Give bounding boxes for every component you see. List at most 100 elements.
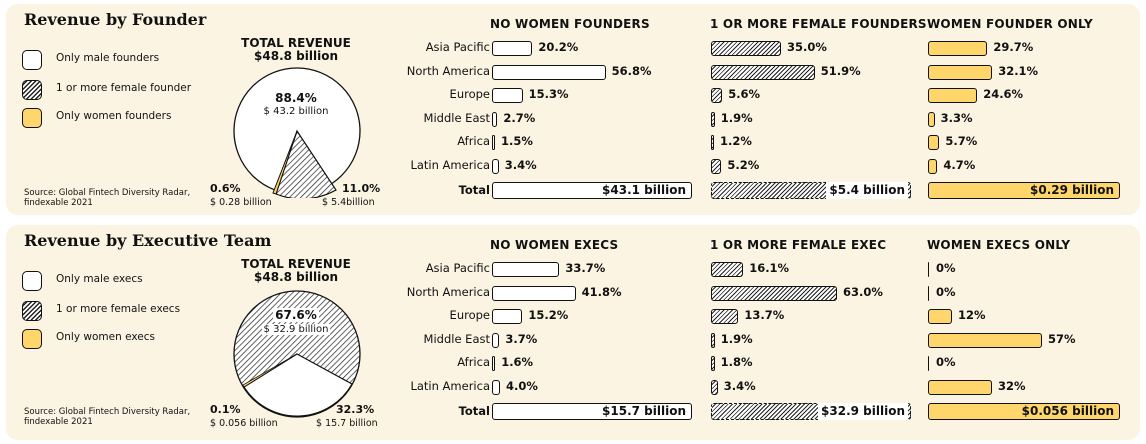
legend-swatch-male <box>22 271 42 291</box>
bar-mark <box>492 135 495 150</box>
bar-value-label: 1.8% <box>720 355 753 369</box>
legend-swatch-women <box>22 108 42 128</box>
bar-value-label: 35.0% <box>787 40 827 54</box>
region-label: Asia Pacific <box>425 261 490 275</box>
founder-pie-chart <box>233 67 361 198</box>
total-revenue-label: TOTAL REVENUE <box>241 36 351 50</box>
bar-mark <box>928 309 952 324</box>
bar-value-label: 29.7% <box>993 40 1034 54</box>
legend-swatch-mixed <box>22 301 42 321</box>
bar-mark <box>492 88 523 103</box>
pie-major-pct: 67.6% <box>236 308 356 322</box>
bar-value-label: 57% <box>1048 331 1076 346</box>
bar-mark <box>492 356 496 371</box>
bar-value-label: 5.2% <box>727 157 760 172</box>
bar-value-label: 41.8% <box>581 284 622 299</box>
bar-mark <box>928 379 992 395</box>
total-value: $43.1 billion <box>602 183 686 197</box>
bar-value-label: 63.0% <box>843 284 883 299</box>
bar-mark <box>492 158 499 174</box>
bar-value-label: 15.3% <box>528 87 569 101</box>
total-revenue-value: $48.8 billion <box>254 49 338 63</box>
bar-value-label: 3.4% <box>723 378 756 393</box>
bar-mark <box>711 158 722 174</box>
pie-right-pct: 32.3% <box>336 403 375 416</box>
source-note: Source: Global Fintech Diversity Radar, … <box>24 407 191 427</box>
bar-mark <box>928 41 988 56</box>
total-label: Total <box>458 183 490 197</box>
bar-mark <box>928 111 935 127</box>
bar-value-label: 3.3% <box>940 110 973 125</box>
bar-value-label: 0% <box>936 261 956 275</box>
total-revenue-value: $48.8 billion <box>254 270 338 284</box>
pie-major-pct-text: 67.6% <box>273 308 319 322</box>
column-header: WOMEN FOUNDER ONLY <box>927 17 1093 31</box>
bar-mark <box>711 41 781 56</box>
bar-mark <box>928 285 930 301</box>
region-label: Europe <box>449 308 490 322</box>
legend-label: 1 or more female founder <box>56 82 192 94</box>
bar-mark <box>928 262 930 277</box>
column-header: NO WOMEN FOUNDERS <box>490 17 650 31</box>
region-label: Africa <box>457 355 490 369</box>
bar-value-label: 51.9% <box>820 63 861 78</box>
bar-value-label: 16.1% <box>749 261 790 275</box>
pie-right-sub: $ 5.4billion <box>322 197 375 208</box>
region-label: North America <box>406 284 490 299</box>
pie-major-sub: $ 43.2 billion <box>263 106 329 117</box>
bar-value-label: 56.8% <box>611 63 652 78</box>
total-value: $0.29 billion <box>1030 183 1114 197</box>
bar-value-label: 15.2% <box>528 308 569 322</box>
bar-value-label: 2.7% <box>503 110 536 125</box>
region-label: Europe <box>449 87 490 101</box>
founder-panel: Revenue by Founder Only male founders 1 … <box>6 4 1140 215</box>
bar-mark <box>928 64 993 80</box>
bar-mark <box>492 262 560 277</box>
column-header: 1 OR MORE FEMALE EXEC <box>710 238 887 252</box>
pie-left-pct: 0.6% <box>210 182 241 195</box>
bar-mark <box>711 356 715 371</box>
total-value: $32.9 billion <box>818 403 908 420</box>
bar-value-label: 20.2% <box>538 40 579 54</box>
bar-value-label: 4.7% <box>943 157 976 172</box>
region-label: Middle East <box>423 331 490 346</box>
bar-mark <box>928 88 978 103</box>
pie-right-sub: $ 15.7 billion <box>316 418 378 429</box>
pie-slice-male <box>243 353 353 417</box>
pie-major-sub-text: $ 32.9 billion <box>261 324 331 335</box>
column-header: WOMEN EXECS ONLY <box>927 238 1071 252</box>
bar-value-label: 12% <box>958 308 986 322</box>
total-value: $0.056 billion <box>1021 404 1114 418</box>
bar-mark <box>492 111 498 127</box>
total-value: $15.7 billion <box>602 404 686 418</box>
bar-value-label: 0% <box>936 355 956 369</box>
region-label: Latin America <box>410 378 490 393</box>
bar-mark <box>711 285 837 301</box>
legend-label: Only women founders <box>56 110 172 122</box>
pie-major-sub: $ 32.9 billion <box>236 324 356 335</box>
section-title: Revenue by Executive Team <box>24 231 272 250</box>
column-header: 1 OR MORE FEMALE FOUNDERS <box>710 17 927 31</box>
legend-swatch-women <box>22 329 42 349</box>
legend-swatch-mixed <box>22 80 42 100</box>
region-label: Africa <box>457 134 490 148</box>
pie-right-pct: 11.0% <box>342 182 381 195</box>
bar-mark <box>711 135 714 150</box>
bar-value-label: 33.7% <box>565 261 606 275</box>
pie-slice-women <box>242 353 298 388</box>
section-title: Revenue by Founder <box>24 10 207 29</box>
region-label: Asia Pacific <box>425 40 490 54</box>
bar-value-label: 0% <box>936 284 956 299</box>
bar-value-label: 3.7% <box>505 331 538 346</box>
bar-value-label: 1.9% <box>720 110 753 125</box>
legend-label: Only women execs <box>56 331 155 343</box>
legend-label: Only male founders <box>56 52 160 64</box>
region-label: North America <box>406 63 490 78</box>
bar-value-label: 13.7% <box>744 308 785 322</box>
bar-mark <box>492 64 606 80</box>
bar-mark <box>711 88 723 103</box>
bar-mark <box>492 332 500 348</box>
total-bar <box>492 403 692 420</box>
pie-left-sub: $ 0.056 billion <box>210 418 278 429</box>
total-revenue-label: TOTAL REVENUE <box>241 257 351 271</box>
